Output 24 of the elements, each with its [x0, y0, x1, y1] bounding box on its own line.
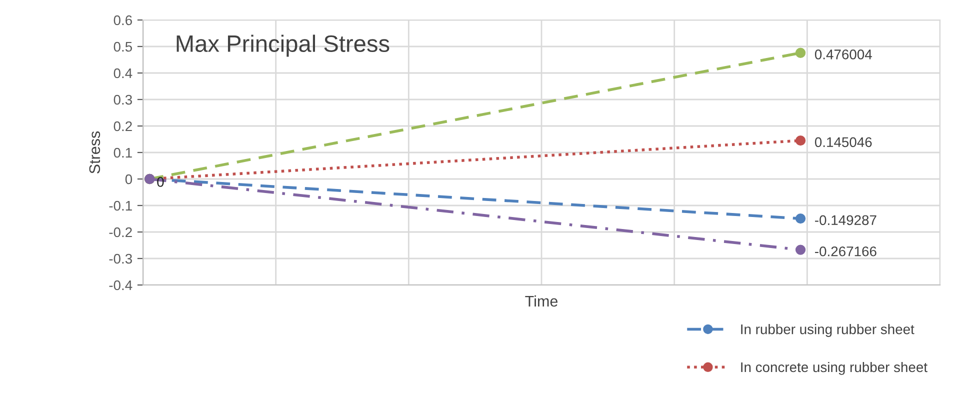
- point: [795, 213, 806, 224]
- legend-label: In concrete using rubber sheet: [741, 362, 928, 375]
- y-tick-label: 0.5: [114, 42, 132, 52]
- y-tick-label: 0.6: [114, 15, 132, 26]
- data-label: 0.476004: [814, 50, 872, 60]
- point: [795, 48, 806, 58]
- y-tick-label: -0.2: [109, 227, 132, 238]
- y-tick-label: -0.1: [109, 200, 132, 211]
- point: [795, 244, 806, 255]
- y-tick-label: -0.3: [109, 254, 132, 264]
- data-label: -0.267166: [815, 246, 876, 256]
- y-tick-label: 0.3: [114, 94, 132, 105]
- data-label: -0.149287: [815, 215, 876, 226]
- y-tick-label: 0.2: [114, 121, 132, 132]
- y-tick-label: 0.1: [114, 148, 132, 158]
- y-tick-label: 0: [125, 174, 132, 184]
- point: [795, 135, 806, 146]
- text: Max Principal Stress: [176, 34, 390, 57]
- y-tick-label: -0.4: [109, 280, 132, 290]
- data-label: 0.145046: [814, 137, 872, 148]
- legend-label: In rubber using rubber sheet: [741, 324, 914, 337]
- x-axis-title: Time: [525, 295, 558, 307]
- y-tick-label: 0.4: [114, 68, 132, 78]
- y-axis-title: Stress: [89, 131, 100, 174]
